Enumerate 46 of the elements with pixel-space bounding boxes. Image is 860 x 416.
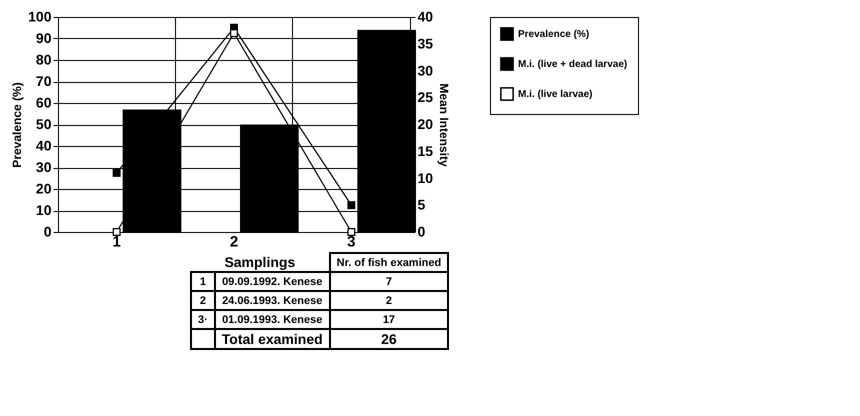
text: 2 — [330, 291, 448, 310]
text: Nr. of fish examined — [330, 253, 448, 272]
text: Samplings — [223, 253, 296, 272]
y2-tick-label: 10 — [418, 170, 434, 186]
text: 7 — [330, 272, 448, 291]
point — [347, 228, 356, 236]
y2-tick-label: 30 — [418, 62, 434, 78]
y-tick-label: 50 — [36, 116, 52, 132]
text: 1 — [191, 272, 215, 291]
point — [112, 228, 121, 236]
text: 26 — [330, 329, 448, 349]
y-tick-label: 80 — [36, 52, 52, 68]
text: Total examined — [214, 329, 330, 349]
y2-tick-label: 15 — [418, 142, 434, 159]
text: 01.09.1993. Kenese — [214, 310, 330, 329]
y-tick-label: 10 — [36, 202, 52, 218]
point — [347, 201, 356, 210]
x-tick-label: 2 — [230, 234, 238, 250]
x-tick-label: 3 — [347, 234, 356, 250]
y2-tick-label: 0 — [418, 224, 426, 240]
y-tick-label: 60 — [36, 94, 52, 110]
legend-label: M.i. (live + dead larvae) — [518, 59, 628, 70]
text: 09.09.1992. Kenese — [214, 272, 330, 291]
x-tick-label: 1 — [112, 234, 121, 250]
y2-tick-label: 20 — [418, 116, 434, 132]
y2-tick-label: 40 — [418, 8, 434, 24]
y2-tick-label: 25 — [418, 89, 434, 106]
point — [230, 29, 238, 38]
text: 17 — [330, 310, 448, 329]
y-tick-label: 40 — [36, 138, 52, 154]
legend-label: Prevalence (%) — [518, 29, 590, 40]
y-tick-label: 30 — [36, 159, 52, 175]
text: 24.06.1993. Kenese — [214, 291, 330, 310]
point — [112, 168, 121, 177]
y-tick-label: 90 — [36, 30, 52, 46]
text: 3· — [191, 310, 215, 329]
y-tick-label: 100 — [28, 8, 52, 24]
legend-label: M.i. (live larvae) — [518, 89, 592, 100]
y-tick-label: 70 — [36, 73, 52, 89]
y-tick-label: 0 — [44, 224, 52, 240]
y2-tick-label: 35 — [418, 35, 434, 52]
y-tick-label: 20 — [36, 180, 52, 196]
y2-tick-label: 5 — [418, 196, 426, 213]
text: 2 — [191, 291, 215, 310]
y-axis-title: Prevalence (%) — [10, 82, 24, 168]
y2-axis-title: Mean Intensity — [437, 83, 452, 167]
